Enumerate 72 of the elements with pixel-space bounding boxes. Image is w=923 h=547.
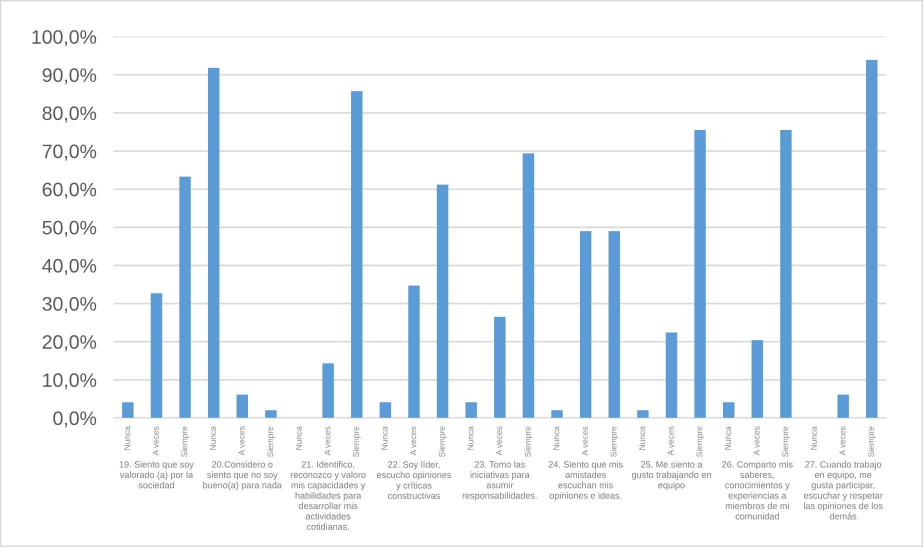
bar [752, 340, 764, 418]
bar [408, 286, 420, 418]
y-tick-label: 50,0% [42, 220, 96, 237]
x-tick-label: A veces [324, 426, 330, 456]
x-tick-label: Siempre [352, 426, 361, 457]
bar [236, 394, 248, 418]
x-tick-label: Siempre [610, 426, 618, 457]
y-tick-label: 0,0% [53, 411, 96, 428]
x-tick-label: Siempre [181, 426, 189, 457]
bar [780, 130, 792, 418]
x-tick-label: A veces [668, 426, 674, 456]
x-tick-label: A veces [238, 426, 245, 456]
text: 23. Tomo las iniciativas para asumir responsabilidades. [462, 460, 537, 501]
x-tick-label: A veces [410, 426, 416, 456]
bar [580, 231, 592, 418]
x-tick-label: Siempre [438, 426, 446, 457]
x-tick-label: Nunca [810, 426, 817, 450]
y-tick-label: 20,0% [42, 335, 96, 352]
bar [322, 363, 334, 418]
text: 24. Siento que mis amistades escuchan mis opiniones e ideas. [548, 460, 623, 501]
bar [522, 153, 534, 418]
y-tick-label: 80,0% [42, 106, 96, 122]
bar [866, 60, 878, 418]
x-tick-label: Siempre [267, 426, 275, 457]
bar [494, 316, 506, 418]
x-tick-label: Nunca [382, 426, 388, 450]
y-tick-label: 40,0% [42, 258, 96, 275]
x-tick-label: Siempre [524, 426, 532, 457]
x-tick-label: Nunca [296, 426, 302, 450]
bar [380, 402, 392, 418]
y-tick-label: 10,0% [43, 373, 96, 390]
bar [436, 184, 448, 418]
y-tick-label: 60,0% [42, 182, 96, 199]
x-tick-label: A veces [152, 426, 159, 456]
x-tick-label: A veces [840, 426, 846, 456]
text: 22. Soy líder, escucho opiniones y críticas constructivas [376, 460, 452, 499]
text: 20.Considero o siento que no soy bueno(a) para nada [203, 460, 282, 490]
bar [608, 231, 620, 418]
bar [150, 293, 162, 418]
bar [122, 402, 134, 418]
y-tick-label: 70,0% [42, 144, 96, 161]
x-tick-label: Siempre [868, 426, 876, 457]
x-tick-label: Nunca [210, 426, 216, 450]
y-tick-label: 90,0% [42, 68, 96, 84]
bar [351, 91, 362, 418]
y-tick-label: 100,0% [32, 30, 96, 46]
x-tick-label: A veces [582, 426, 588, 456]
bar [265, 410, 277, 418]
text: 19. Siento que soy valorado (a) por la sociedad [120, 460, 194, 488]
x-tick-label: Siempre [782, 426, 790, 457]
text: 27. Cuando trabajo en equipo, me gusta participar, escuchar y respetar las opiniones de los demás [804, 460, 883, 520]
bar [722, 402, 734, 418]
x-tick-label: Nunca [639, 426, 646, 450]
bar [637, 410, 649, 418]
bar [551, 410, 563, 418]
x-tick-label: Nunca [468, 426, 474, 450]
x-tick-label: A veces [754, 426, 760, 456]
bar [208, 68, 220, 418]
bar [179, 176, 191, 418]
text: 25. Me siento a gusto trabajando en equipo [632, 460, 711, 490]
x-tick-label: Siempre [696, 426, 704, 457]
y-tick-label: 30,0% [42, 297, 96, 314]
x-tick-label: Nunca [553, 426, 560, 450]
bar [666, 332, 678, 418]
x-tick-label: Nunca [725, 426, 731, 450]
x-tick-label: Nunca [124, 426, 130, 450]
text: 21. Identifico, reconozco y valoro mis capacidades y habilidades para desarrollar mis actividades cotidianas. [290, 460, 366, 530]
x-tick-label: A veces [496, 426, 502, 456]
text: 26. Comparto mis saberes, conocimientos y experiencias a miembros de mi comunidad [722, 460, 793, 520]
bar [465, 402, 477, 418]
bar [837, 394, 849, 418]
bar [694, 130, 706, 418]
